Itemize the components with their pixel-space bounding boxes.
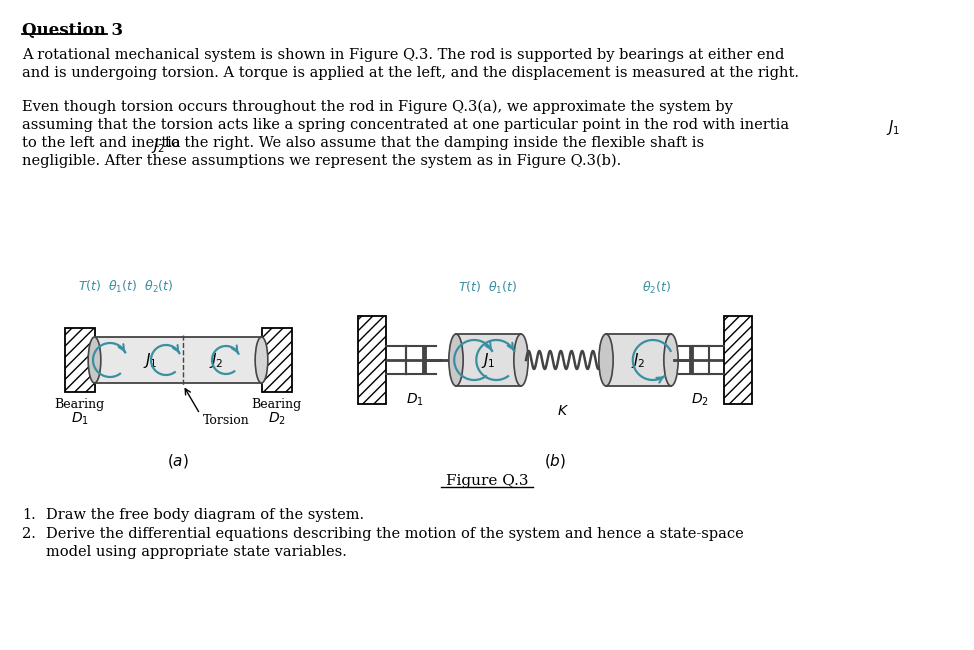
Text: Draw the free body diagram of the system.: Draw the free body diagram of the system… (46, 508, 364, 522)
Bar (456, 334, 521, 386)
Bar (261, 328, 291, 392)
Text: $D_2$: $D_2$ (691, 392, 709, 408)
Bar (64, 328, 94, 392)
Text: $(b)$: $(b)$ (543, 452, 566, 470)
Text: negligible. After these assumptions we represent the system as in Figure Q.3(b).: negligible. After these assumptions we r… (22, 154, 621, 168)
Text: $J_2$: $J_2$ (631, 350, 646, 369)
Text: 1.: 1. (22, 508, 36, 522)
Text: $J_1$: $J_1$ (481, 350, 496, 369)
Text: $K$: $K$ (557, 404, 570, 418)
Text: $J_1$: $J_1$ (886, 118, 900, 137)
Text: model using appropriate state variables.: model using appropriate state variables. (46, 545, 347, 559)
Text: Bearing: Bearing (55, 398, 104, 411)
Text: $\theta_2(t)$: $\theta_2(t)$ (642, 280, 671, 296)
Bar (724, 316, 752, 404)
Bar (94, 337, 261, 383)
Bar (358, 316, 386, 404)
Text: $T(t)$  $\theta_1(t)$: $T(t)$ $\theta_1(t)$ (458, 280, 517, 296)
Text: Figure Q.3: Figure Q.3 (446, 474, 528, 488)
Text: $J_1$: $J_1$ (142, 350, 158, 369)
Text: A rotational mechanical system is shown in Figure Q.3. The rod is supported by b: A rotational mechanical system is shown … (22, 48, 784, 62)
Bar (64, 328, 94, 392)
Text: to the right. We also assume that the damping inside the flexible shaft is: to the right. We also assume that the da… (165, 136, 704, 150)
Bar (724, 316, 752, 404)
Ellipse shape (514, 334, 528, 386)
Bar (606, 334, 671, 386)
Ellipse shape (599, 334, 614, 386)
Bar (261, 328, 291, 392)
Text: $D_1$: $D_1$ (406, 392, 424, 408)
Text: $D_2$: $D_2$ (268, 411, 285, 428)
Ellipse shape (89, 337, 101, 383)
Ellipse shape (664, 334, 678, 386)
Text: Bearing: Bearing (251, 398, 302, 411)
Text: $J_2$: $J_2$ (208, 350, 223, 369)
Text: $(a)$: $(a)$ (168, 452, 189, 470)
Text: Even though torsion occurs throughout the rod in Figure Q.3(a), we approximate t: Even though torsion occurs throughout th… (22, 100, 732, 114)
Text: Torsion: Torsion (203, 414, 249, 427)
Text: $T(t)$  $\theta_1(t)$  $\theta_2(t)$: $T(t)$ $\theta_1(t)$ $\theta_2(t)$ (79, 279, 174, 295)
Text: assuming that the torsion acts like a spring concentrated at one particular poin: assuming that the torsion acts like a sp… (22, 118, 789, 132)
Ellipse shape (255, 337, 268, 383)
Text: Derive the differential equations describing the motion of the system and hence : Derive the differential equations descri… (46, 527, 744, 541)
Text: $J_2$: $J_2$ (151, 136, 166, 155)
Text: 2.: 2. (22, 527, 36, 541)
Ellipse shape (449, 334, 464, 386)
Text: to the left and inertia: to the left and inertia (22, 136, 180, 150)
Bar (358, 316, 386, 404)
Text: and is undergoing torsion. A torque is applied at the left, and the displacement: and is undergoing torsion. A torque is a… (22, 66, 799, 80)
Text: Question 3: Question 3 (22, 22, 123, 39)
Text: $D_1$: $D_1$ (70, 411, 89, 428)
